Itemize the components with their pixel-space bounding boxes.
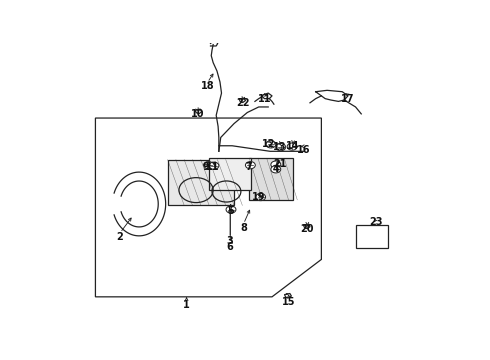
- Bar: [168, 159, 234, 205]
- Text: 16: 16: [297, 145, 310, 155]
- Circle shape: [245, 162, 255, 169]
- Text: 5: 5: [227, 206, 234, 216]
- Text: 20: 20: [300, 224, 314, 234]
- Text: 18: 18: [200, 81, 214, 91]
- Circle shape: [276, 144, 286, 151]
- Text: 6: 6: [227, 242, 234, 252]
- Text: 1: 1: [183, 300, 190, 310]
- Circle shape: [226, 206, 236, 213]
- Text: 3: 3: [227, 237, 234, 246]
- Text: 11: 11: [258, 94, 271, 104]
- Circle shape: [271, 166, 281, 173]
- Text: 8: 8: [240, 222, 247, 233]
- Text: 10: 10: [191, 109, 205, 119]
- Text: 19: 19: [252, 192, 266, 202]
- Text: 17: 17: [341, 94, 355, 104]
- Bar: [249, 158, 293, 200]
- Text: 22: 22: [236, 98, 249, 108]
- Circle shape: [287, 143, 297, 150]
- Text: 13: 13: [273, 142, 286, 152]
- Bar: [356, 225, 388, 248]
- Circle shape: [271, 161, 281, 168]
- Text: 2: 2: [117, 232, 123, 242]
- Text: 7: 7: [246, 162, 253, 172]
- Text: 11: 11: [206, 162, 220, 172]
- Text: 23: 23: [369, 217, 383, 227]
- Text: 15: 15: [282, 297, 296, 307]
- Bar: [209, 158, 251, 190]
- Circle shape: [266, 141, 276, 148]
- Circle shape: [209, 162, 219, 169]
- Circle shape: [204, 162, 214, 169]
- Text: 21: 21: [273, 159, 286, 169]
- Text: 4: 4: [272, 164, 279, 174]
- Circle shape: [256, 193, 266, 201]
- Text: 14: 14: [286, 141, 300, 151]
- Text: 12: 12: [262, 139, 275, 149]
- Text: 9: 9: [202, 162, 209, 172]
